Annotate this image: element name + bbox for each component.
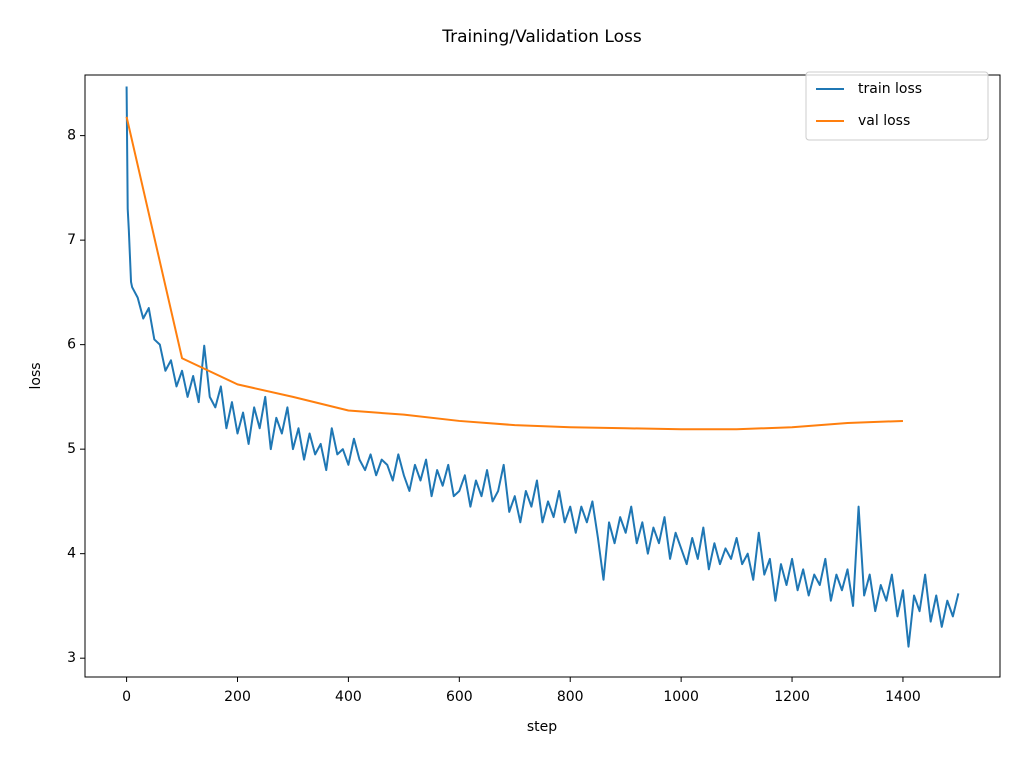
plot-frame [84,74,1001,678]
series-line [125,116,903,431]
legend-label: train loss [858,81,922,97]
x-tick-label: 0 [122,689,131,705]
x-tick-label: 800 [557,689,584,705]
y-tick-label: 5 [67,441,76,457]
x-tick-label: 400 [335,689,362,705]
x-tick-label: 600 [446,689,473,705]
legend-label: val loss [858,113,910,129]
legend-box [805,71,989,141]
x-axis-label: step [527,719,557,735]
x-tick-label: 1200 [774,689,810,705]
y-tick-label: 8 [67,128,76,144]
series-line [125,86,960,648]
x-tick-label: 1000 [663,689,699,705]
chart-title: Training/Validation Loss [441,27,642,47]
y-tick-label: 6 [67,337,76,353]
y-axis-label: loss [28,362,44,389]
x-tick-label: 1400 [885,689,921,705]
y-tick-label: 3 [67,650,76,666]
y-tick-label: 7 [67,232,76,248]
y-tick-label: 4 [67,546,76,562]
x-tick-label: 200 [224,689,251,705]
